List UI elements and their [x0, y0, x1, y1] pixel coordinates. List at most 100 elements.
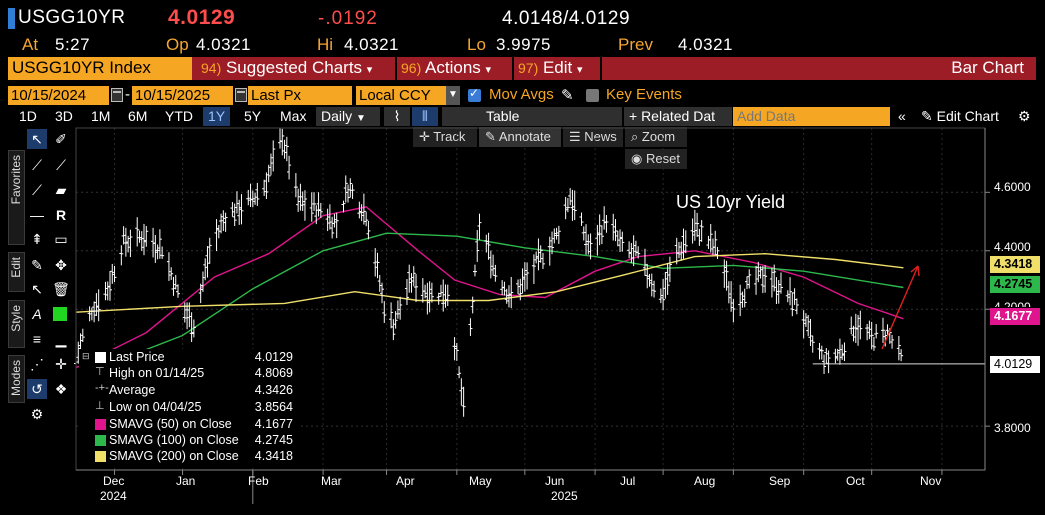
dotted-line-icon[interactable]: ⋰	[30, 356, 44, 372]
end-date-field[interactable]: 10/15/2025	[132, 86, 233, 105]
security-marker	[8, 8, 15, 29]
dropdown-icon: ▾	[485, 64, 492, 76]
trash-icon[interactable]: 🗑	[52, 281, 70, 297]
frequency-selector[interactable]: Daily ▼	[316, 107, 380, 126]
start-date-field[interactable]: 10/15/2024	[8, 86, 109, 105]
chart-legend[interactable]: ⊟ Last Price 4.0129 ⊤ High on 01/14/25 4…	[79, 349, 299, 465]
gear-icon[interactable]: ⚙	[1018, 108, 1031, 124]
suggested-charts-label: Suggested Charts	[225, 58, 363, 77]
field-selector[interactable]: Last Px	[248, 86, 352, 105]
side-tabs: Favorites Edit Style Modes	[8, 150, 25, 403]
last-price-tag: 4.0129	[990, 356, 1040, 373]
palette-icon[interactable]: ❖	[54, 381, 68, 397]
currency-selector[interactable]: Local CCY	[356, 86, 446, 105]
chevron-down-icon[interactable]: ▼	[446, 86, 460, 105]
rectangle-icon[interactable]: ▭	[54, 231, 68, 247]
actions-menu[interactable]: 96) Actions ▾	[401, 57, 491, 80]
calendar-icon[interactable]	[235, 88, 247, 102]
key-events-checkbox[interactable]	[586, 89, 599, 102]
collapse-icon[interactable]: «	[898, 108, 906, 124]
bar-chart-icon[interactable]: ⫴	[412, 107, 438, 126]
prev-value: 4.0321	[678, 35, 733, 54]
select-icon[interactable]: ↖	[31, 281, 43, 297]
line-segment-icon[interactable]: ⟋	[32, 182, 42, 198]
tab-modes[interactable]: Modes	[8, 355, 25, 403]
tab-favorites[interactable]: Favorites	[8, 150, 25, 245]
quote-details: At 5:27 Op 4.0321 Hi 4.0321 Lo 3.9975 Pr…	[0, 34, 1045, 58]
fibonacci-icon[interactable]: ⇞	[31, 231, 43, 247]
move-icon[interactable]: ✥	[55, 257, 67, 273]
legend-label: SMAVG (50) on Close	[109, 417, 232, 431]
undo-icon[interactable]: ↺	[27, 379, 47, 399]
sma100-tag: 4.2745	[990, 276, 1040, 293]
open-value: 4.0321	[196, 35, 251, 54]
period-3d[interactable]: 3D	[55, 108, 73, 124]
legend-swatch	[95, 352, 106, 363]
zoom-button[interactable]: ⌕ Zoom	[625, 127, 687, 147]
x-month-label: Jan	[176, 474, 196, 488]
tab-edit[interactable]: Edit	[8, 252, 25, 292]
edit-menu[interactable]: 97) Edit ▾	[518, 57, 583, 80]
low-value: 3.9975	[496, 35, 551, 54]
period-1d[interactable]: 1D	[19, 108, 37, 124]
related-data-button[interactable]: + Related Dat	[624, 107, 732, 126]
news-label: News	[584, 129, 617, 144]
cursor-icon[interactable]: ↖	[27, 129, 47, 149]
trendline-icon[interactable]: ⟋	[32, 157, 42, 173]
period-1m[interactable]: 1M	[91, 108, 111, 124]
horizontal-line-icon[interactable]: —	[30, 207, 44, 223]
period-max[interactable]: Max	[280, 108, 307, 124]
average-marker-icon: -+-	[95, 382, 109, 394]
y-tick: 4.4000	[994, 240, 1031, 254]
mov-avgs-label[interactable]: Mov Avgs	[489, 86, 554, 103]
ray-icon[interactable]: ⟋	[56, 157, 66, 173]
retracement-icon[interactable]: R	[55, 207, 67, 223]
high-value: 4.0321	[344, 35, 399, 54]
line-style-icon[interactable]: ≡	[32, 331, 42, 347]
reset-icon: ◉	[631, 151, 643, 166]
edit-number: 97)	[518, 60, 539, 76]
x-month-label: Sep	[769, 474, 791, 488]
pencil-icon: ✎	[921, 108, 933, 124]
brush-icon[interactable]: ✎	[31, 257, 43, 273]
tab-style[interactable]: Style	[8, 300, 25, 348]
news-button[interactable]: ☰ News	[563, 127, 623, 147]
legend-value: 4.3418	[254, 449, 293, 463]
pen-icon[interactable]: ✐	[55, 131, 67, 147]
crosshair-tool-icon[interactable]: ✛	[55, 356, 67, 372]
x-month-label: Jun	[545, 474, 565, 488]
ticker[interactable]: USGG10YR	[18, 7, 126, 28]
mov-avgs-checkbox[interactable]	[468, 86, 481, 102]
period-5y[interactable]: 5Y	[244, 108, 262, 124]
color-swatch-icon[interactable]	[53, 307, 67, 321]
settings-icon[interactable]: ⚙	[30, 406, 44, 422]
suggested-charts-menu[interactable]: 94) Suggested Charts ▾	[201, 57, 372, 80]
x-year-label: 2025	[551, 489, 578, 503]
collapse-icon[interactable]: ⊟	[82, 351, 90, 361]
y-tick: 3.8000	[994, 421, 1031, 435]
table-button[interactable]: Table	[442, 107, 622, 126]
annotate-button[interactable]: ✎ Annotate	[479, 127, 561, 147]
add-data-input[interactable]: Add Data	[733, 107, 890, 126]
calendar-icon[interactable]	[111, 88, 123, 102]
index-name[interactable]: USGG10YR Index	[8, 57, 192, 80]
period-ytd[interactable]: YTD	[165, 108, 193, 124]
track-button[interactable]: ✛ Track	[413, 127, 477, 147]
line-width-icon[interactable]: ▁	[55, 331, 67, 347]
legend-label: Last Price	[109, 350, 165, 364]
pencil-icon[interactable]: ✎	[561, 87, 574, 104]
line-chart-icon[interactable]: ⌇	[384, 107, 410, 126]
actions-label: Actions	[425, 58, 481, 77]
legend-label: Low on 04/04/25	[109, 400, 202, 414]
at-time: 5:27	[55, 35, 91, 54]
chart-annotation: US 10yr Yield	[676, 192, 786, 212]
legend-swatch	[95, 435, 106, 446]
period-6m[interactable]: 6M	[128, 108, 148, 124]
suggested-charts-number: 94)	[201, 60, 222, 76]
text-icon[interactable]: A	[32, 306, 42, 322]
edit-chart-button[interactable]: ✎ Edit Chart	[916, 107, 1004, 126]
key-events-label[interactable]: Key Events	[606, 86, 682, 103]
channel-icon[interactable]: ▰	[55, 182, 67, 198]
period-1y[interactable]: 1Y	[203, 107, 231, 126]
